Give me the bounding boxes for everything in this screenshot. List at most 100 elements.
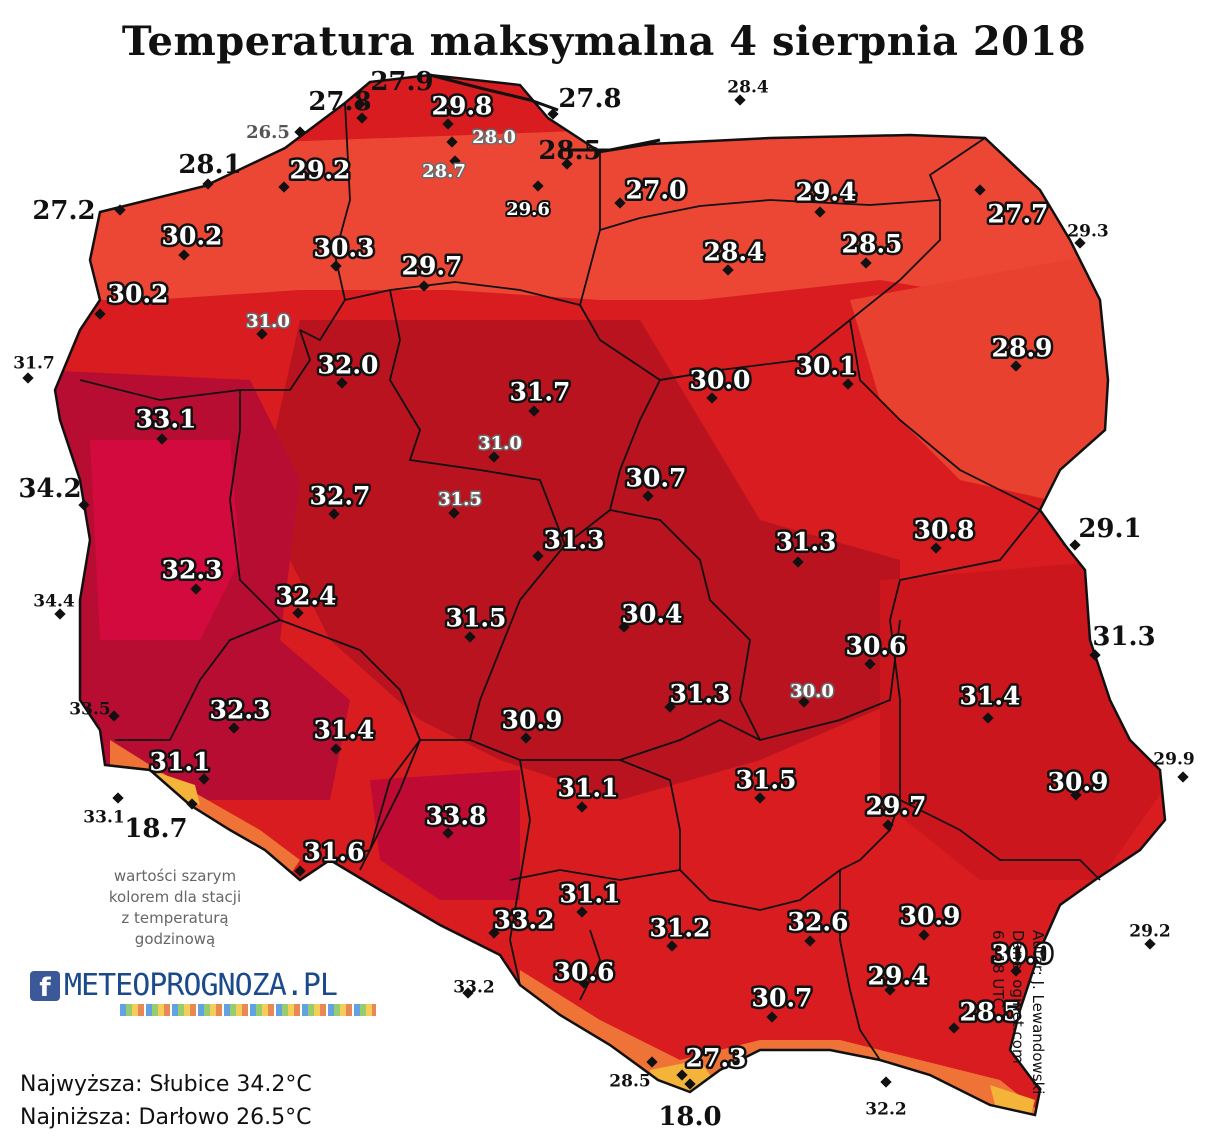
station-marker (520, 732, 532, 744)
station-marker (804, 935, 816, 947)
station-temperature-label: 31.3 (544, 526, 605, 555)
station: 27.0 (614, 173, 689, 209)
station-temperature-label: 33.8 (426, 802, 487, 831)
note-line: kolorem dla stacji (108, 888, 242, 906)
station: 32.3 (159, 553, 225, 595)
station-marker (578, 977, 590, 989)
station-temperature-label: 33.1 (136, 405, 197, 434)
station-marker (418, 280, 430, 292)
station-temperature-label: 31.7 (13, 354, 54, 374)
station-temperature-label: 29.7 (866, 792, 927, 821)
station-marker (336, 377, 348, 389)
station-temperature-label: 34.4 (33, 592, 75, 612)
station: 31.5 (733, 763, 799, 804)
station-marker (766, 1011, 778, 1023)
station-temperature-label: 33.2 (453, 978, 494, 998)
station: 32.2 (865, 1076, 907, 1120)
station-temperature-label: 34.2 (18, 474, 81, 504)
station: 31.0 (245, 310, 291, 340)
station-temperature-label: 32.3 (210, 696, 271, 725)
station-marker (880, 1076, 892, 1088)
station-marker (178, 249, 190, 261)
station-temperature-label: 18.0 (658, 1102, 721, 1132)
station: 29.1 (1069, 514, 1142, 551)
vistula-spit (560, 138, 661, 152)
station-temperature-label: 28.5 (842, 230, 903, 259)
station-temperature-label: 31.5 (446, 604, 507, 633)
logo-color-strip (120, 1004, 376, 1016)
station-temperature-label: 31.4 (314, 716, 375, 745)
station-marker (488, 927, 500, 939)
station-temperature-label: 29.7 (402, 252, 463, 281)
station-temperature-label: 28.1 (178, 150, 241, 180)
station-temperature-label: 29.3 (1067, 222, 1108, 242)
station-temperature-label: 29.2 (1129, 922, 1170, 942)
station-marker (1074, 237, 1086, 249)
zone-karkonosze-high (150, 770, 200, 805)
station: 29.4 (865, 959, 931, 996)
station: 30.1 (793, 349, 859, 390)
station-marker (642, 490, 654, 502)
station-marker (328, 508, 340, 520)
station-temperature-label: 18.7 (124, 814, 187, 844)
station: 29.8 (429, 89, 495, 130)
station-temperature-label: 26.5 (246, 122, 290, 143)
station-temperature-label: 30.7 (626, 464, 687, 493)
station-marker (112, 792, 124, 804)
station-marker (1069, 539, 1081, 551)
station-marker (618, 621, 630, 633)
station-temperature-label: 30.2 (108, 280, 169, 309)
station-temperature-label: 28.5 (609, 1072, 650, 1092)
station-temperature-label: 32.7 (310, 482, 371, 511)
station-marker (186, 798, 198, 810)
station-marker (292, 607, 304, 619)
station: 29.7 (399, 249, 465, 292)
voivodeship-borders (79, 102, 1101, 1061)
logo-text: METEOPROGNOZA.PL (64, 968, 338, 1003)
note-line: z temperaturą (121, 909, 229, 927)
station-marker (528, 405, 540, 417)
station: 29.6 (504, 180, 552, 222)
credits-source: Dane: oginet.com (1009, 930, 1027, 1064)
meteoprognoza-logo[interactable]: f METEOPROGNOZA.PL (30, 968, 338, 1003)
station-marker (884, 984, 896, 996)
station-temperature-label: 32.0 (318, 351, 379, 380)
extremes: Najwyższa: Słubice 34.2°C Najniższa: Dar… (20, 1068, 312, 1134)
zone-hotspot-west (90, 440, 240, 640)
station-temperature-label: 31.1 (560, 880, 621, 909)
station-marker (278, 181, 290, 193)
station-temperature-label: 30.1 (796, 352, 857, 381)
station-marker (1070, 789, 1082, 801)
station-temperature-label: 31.1 (558, 774, 619, 803)
station-marker (488, 451, 500, 463)
station: 31.5 (437, 488, 483, 519)
station-temperature-label: 29.1 (1078, 514, 1141, 544)
station-temperature-label: 29.2 (290, 156, 351, 185)
station-temperature-label: 31.3 (670, 680, 731, 709)
station: 34.4 (33, 592, 75, 620)
facebook-icon[interactable]: f (30, 970, 60, 1003)
station-temperature-label: 30.9 (502, 706, 563, 735)
station: 30.9 (499, 703, 565, 744)
station: 27.7 (974, 184, 1051, 231)
station-temperature-label: 32.3 (162, 556, 223, 585)
station: 30.6 (551, 955, 617, 989)
credits: Autor: J. Lewandowski Dane: oginet.com 6… (988, 930, 1048, 1094)
station: 28.4 (701, 235, 767, 276)
station-marker (294, 865, 306, 877)
station-temperature-label: 31.6 (304, 838, 365, 867)
station-marker (676, 1069, 688, 1081)
station-marker (22, 372, 34, 384)
station-temperature-label: 29.9 (1153, 750, 1194, 770)
station-marker (1177, 771, 1189, 783)
station-temperature-label: 31.3 (776, 528, 837, 557)
station-marker (792, 556, 804, 568)
station-marker (706, 392, 718, 404)
station: 32.3 (207, 693, 273, 734)
station-temperature-label: 27.0 (626, 176, 687, 205)
note-line: wartości szarym (113, 867, 237, 885)
station: 31.7 (507, 375, 573, 417)
station: 30.0 (989, 937, 1055, 977)
station: 34.2 (18, 474, 90, 511)
station: 29.7 (863, 789, 929, 831)
